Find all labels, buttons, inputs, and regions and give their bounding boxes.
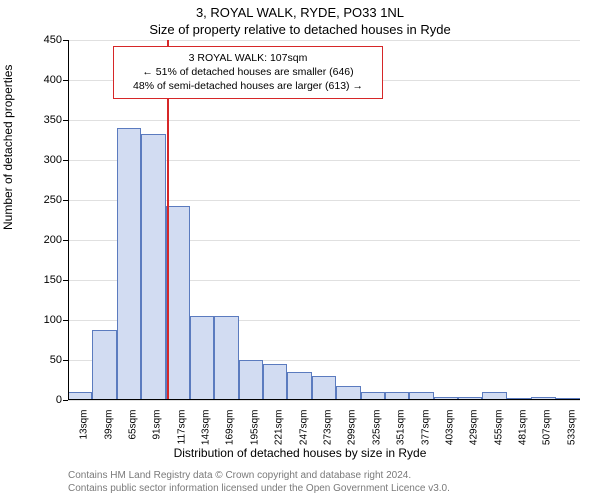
y-tick-label: 150	[44, 274, 62, 286]
histogram-bar	[117, 128, 141, 400]
y-tick-label: 200	[44, 234, 62, 246]
x-tick-label: 403sqm	[444, 410, 455, 446]
histogram-bar	[92, 330, 116, 400]
x-tick-label: 39sqm	[103, 410, 114, 440]
y-tick-mark	[63, 160, 68, 161]
annotation-line: ← 51% of detached houses are smaller (64…	[122, 65, 374, 79]
histogram-bar	[239, 360, 263, 400]
annotation-line: 3 ROYAL WALK: 107sqm	[122, 51, 374, 65]
footnote-line-1: Contains HM Land Registry data © Crown c…	[68, 470, 411, 481]
x-axis-line	[68, 399, 580, 400]
y-axis-label: Number of detached properties	[1, 65, 15, 230]
y-tick-label: 300	[44, 154, 62, 166]
footnote: Contains HM Land Registry data © Crown c…	[68, 470, 590, 495]
y-tick-label: 250	[44, 194, 62, 206]
x-tick-label: 455sqm	[493, 410, 504, 446]
y-tick-mark	[63, 120, 68, 121]
grid-line	[68, 400, 580, 401]
x-tick-label: 299sqm	[347, 410, 358, 446]
y-tick-label: 400	[44, 74, 62, 86]
x-tick-label: 195sqm	[249, 410, 260, 446]
x-tick-label: 507sqm	[542, 410, 553, 446]
x-tick-label: 143sqm	[201, 410, 212, 446]
chart-inner: 3 ROYAL WALK: 107sqm← 51% of detached ho…	[68, 40, 580, 400]
histogram-bar	[312, 376, 336, 400]
y-tick-mark	[63, 400, 68, 401]
x-tick-label: 429sqm	[469, 410, 480, 446]
y-tick-label: 50	[50, 354, 62, 366]
grid-line	[68, 120, 580, 121]
x-tick-label: 13sqm	[79, 410, 90, 440]
annotation-box: 3 ROYAL WALK: 107sqm← 51% of detached ho…	[113, 46, 383, 99]
x-tick-label: 117sqm	[176, 410, 187, 445]
y-tick-mark	[63, 320, 68, 321]
y-tick-mark	[63, 280, 68, 281]
histogram-bar	[287, 372, 311, 400]
x-tick-label: 65sqm	[127, 410, 138, 440]
y-tick-label: 350	[44, 114, 62, 126]
title-subtitle: Size of property relative to detached ho…	[0, 22, 600, 37]
title-address: 3, ROYAL WALK, RYDE, PO33 1NL	[0, 5, 600, 20]
x-tick-label: 247sqm	[298, 410, 309, 446]
histogram-bar	[214, 316, 238, 400]
y-tick-mark	[63, 40, 68, 41]
y-tick-mark	[63, 200, 68, 201]
histogram-bar	[336, 386, 360, 400]
x-tick-label: 481sqm	[518, 410, 529, 446]
footnote-line-2: Contains public sector information licen…	[68, 483, 450, 494]
x-tick-label: 273sqm	[323, 410, 334, 446]
x-tick-label: 169sqm	[225, 410, 236, 446]
annotation-line: 48% of semi-detached houses are larger (…	[122, 79, 374, 93]
chart-plot-area: 3 ROYAL WALK: 107sqm← 51% of detached ho…	[68, 40, 580, 400]
x-tick-label: 533sqm	[566, 410, 577, 446]
y-tick-label: 450	[44, 34, 62, 46]
histogram-bar	[190, 316, 214, 400]
x-axis-label: Distribution of detached houses by size …	[0, 446, 600, 460]
x-tick-label: 221sqm	[274, 410, 285, 446]
grid-line	[68, 40, 580, 41]
y-tick-mark	[63, 360, 68, 361]
x-tick-label: 325sqm	[371, 410, 382, 446]
x-tick-label: 377sqm	[420, 410, 431, 446]
histogram-bar	[263, 364, 287, 400]
x-tick-label: 351sqm	[396, 410, 407, 446]
histogram-bar	[141, 134, 165, 400]
y-axis-line	[68, 40, 69, 400]
y-tick-mark	[63, 240, 68, 241]
y-tick-label: 0	[56, 394, 62, 406]
y-tick-mark	[63, 80, 68, 81]
x-tick-label: 91sqm	[152, 410, 163, 440]
y-tick-label: 100	[44, 314, 62, 326]
